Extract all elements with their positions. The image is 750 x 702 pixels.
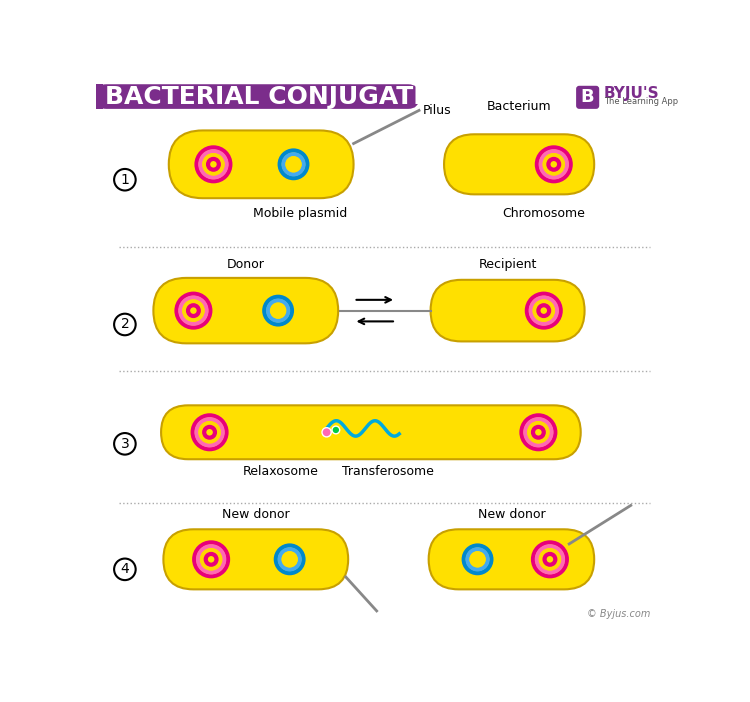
- Circle shape: [322, 428, 332, 437]
- Circle shape: [114, 314, 136, 336]
- Text: 2: 2: [121, 317, 129, 331]
- Circle shape: [332, 426, 340, 434]
- Circle shape: [114, 559, 136, 580]
- Text: © Byjus.com: © Byjus.com: [586, 609, 650, 618]
- Text: BYJU'S: BYJU'S: [604, 86, 659, 101]
- Text: Relaxosome: Relaxosome: [242, 465, 318, 477]
- Circle shape: [114, 169, 136, 190]
- FancyBboxPatch shape: [96, 84, 419, 109]
- FancyBboxPatch shape: [444, 134, 594, 194]
- Text: Donor: Donor: [226, 258, 265, 270]
- Text: 3: 3: [121, 437, 129, 451]
- Polygon shape: [96, 84, 104, 109]
- Text: Chromosome: Chromosome: [503, 206, 585, 220]
- Text: Transferosome: Transferosome: [342, 465, 434, 477]
- FancyBboxPatch shape: [169, 131, 353, 198]
- Text: New donor: New donor: [478, 508, 545, 521]
- Text: The Learning App: The Learning App: [604, 98, 678, 107]
- Text: B: B: [580, 88, 595, 106]
- Text: Mobile plasmid: Mobile plasmid: [253, 206, 346, 220]
- FancyBboxPatch shape: [164, 529, 348, 590]
- Text: 4: 4: [121, 562, 129, 576]
- Text: New donor: New donor: [222, 508, 290, 521]
- Text: Pilus: Pilus: [423, 104, 451, 117]
- Text: Bacterium: Bacterium: [487, 100, 551, 113]
- Text: BACTERIAL CONJUGATION: BACTERIAL CONJUGATION: [105, 84, 464, 109]
- FancyBboxPatch shape: [161, 405, 580, 459]
- Text: Recipient: Recipient: [478, 258, 537, 270]
- FancyBboxPatch shape: [153, 278, 338, 343]
- FancyBboxPatch shape: [429, 529, 594, 590]
- Text: 1: 1: [121, 173, 129, 187]
- FancyBboxPatch shape: [430, 280, 584, 341]
- Circle shape: [114, 433, 136, 455]
- FancyBboxPatch shape: [576, 86, 599, 109]
